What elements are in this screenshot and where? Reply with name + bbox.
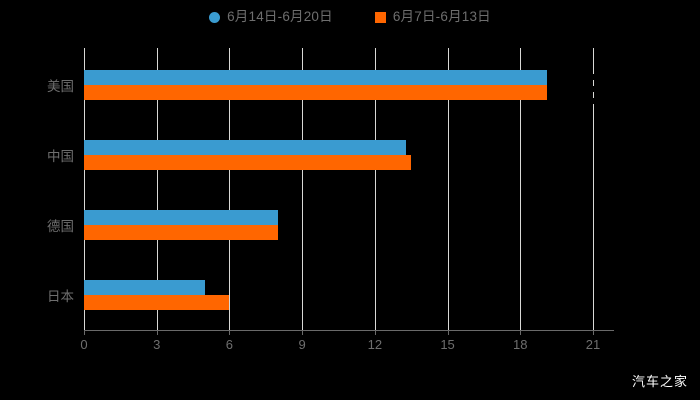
gridline-15 <box>447 48 449 330</box>
x-tick-label-15: 15 <box>440 337 455 352</box>
gridline-12 <box>374 48 376 330</box>
x-tick-mark-12 <box>374 330 376 335</box>
gridline-9 <box>302 48 304 330</box>
legend-label-series-2: 6月7日-6月13日 <box>392 9 491 25</box>
x-tick-mark-0 <box>84 330 85 335</box>
x-tick-label-18: 18 <box>513 337 528 352</box>
bar-美国-series-2[interactable] <box>84 85 547 100</box>
legend-entry-series-1[interactable]: 6月14日-6月20日 <box>209 10 333 24</box>
category-label-德国: 德国 <box>47 219 74 234</box>
category-label-美国: 美国 <box>47 79 74 94</box>
gridline-6 <box>229 48 231 330</box>
category-label-中国: 中国 <box>47 149 74 164</box>
plot-area <box>84 48 594 330</box>
x-tick-mark-3 <box>156 330 158 335</box>
bar-美国-series-1[interactable] <box>84 70 547 85</box>
x-tick-mark-9 <box>302 330 304 335</box>
x-axis-line <box>84 330 614 331</box>
x-tick-mark-21 <box>593 330 594 335</box>
gridline-21 <box>593 48 594 330</box>
x-tick-label-12: 12 <box>367 337 383 352</box>
legend-dot-blue-icon <box>209 11 221 23</box>
x-tick-label-3: 3 <box>153 337 161 352</box>
category-label-日本: 日本 <box>47 289 74 304</box>
gridline-18 <box>520 48 522 330</box>
legend-entry-series-2[interactable]: 6月7日-6月13日 <box>374 9 491 25</box>
x-tick-label-6: 6 <box>225 337 234 352</box>
bar-德国-series-1[interactable] <box>84 210 278 225</box>
x-tick-mark-15 <box>447 330 449 335</box>
x-tick-label-9: 9 <box>298 337 306 352</box>
legend-square-orange-icon <box>374 11 386 23</box>
gridline-3 <box>156 48 158 330</box>
x-tick-mark-6 <box>229 330 231 335</box>
chart-legend: 6月14日-6月20日 6月7日-6月13日 <box>0 4 700 30</box>
bar-日本-series-2[interactable] <box>84 295 230 310</box>
watermark: 汽车之家 <box>631 374 688 389</box>
bar-中国-series-2[interactable] <box>84 155 412 170</box>
bar-中国-series-1[interactable] <box>84 140 407 155</box>
x-tick-label-21: 21 <box>585 337 601 352</box>
bar-日本-series-1[interactable] <box>84 280 206 295</box>
bar-德国-series-2[interactable] <box>84 225 278 240</box>
legend-label-series-1: 6月14日-6月20日 <box>227 9 333 25</box>
x-tick-mark-18 <box>520 330 522 335</box>
gridline-0 <box>84 48 85 330</box>
x-tick-label-0: 0 <box>80 337 88 352</box>
